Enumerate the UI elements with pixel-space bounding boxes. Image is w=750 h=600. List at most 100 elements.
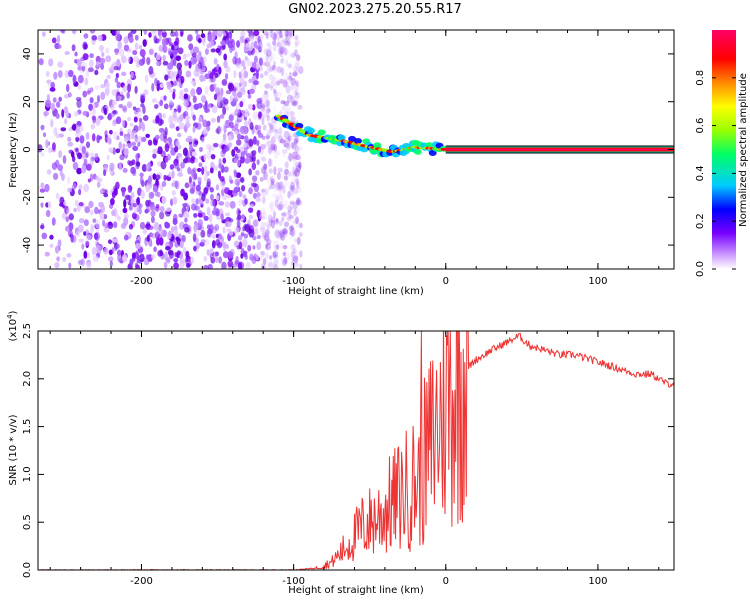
noise-blob <box>217 126 223 133</box>
noise-blob <box>264 68 269 75</box>
noise-blob <box>253 40 258 49</box>
noise-blob <box>275 217 279 223</box>
noise-blob <box>269 66 274 72</box>
noise-blob <box>283 249 287 258</box>
noise-blob <box>268 219 273 227</box>
noise-blob <box>272 40 277 46</box>
noise-blob <box>106 134 112 144</box>
noise-blob <box>188 60 192 69</box>
noise-blob <box>44 183 50 193</box>
noise-blob <box>273 128 277 138</box>
noise-blob <box>187 150 192 159</box>
noise-blob <box>162 54 166 62</box>
noise-blob <box>177 172 184 177</box>
noise-blob <box>284 161 289 169</box>
noise-blob <box>222 226 226 234</box>
noise-blob <box>222 122 227 128</box>
noise-blob <box>283 229 287 235</box>
noise-blob <box>272 210 277 219</box>
noise-blob <box>78 188 82 196</box>
noise-blob <box>255 71 259 80</box>
noise-blob <box>210 199 216 207</box>
noise-blob <box>231 148 236 157</box>
noise-blob <box>291 151 298 160</box>
noise-blob <box>77 74 84 84</box>
noise-blob <box>267 144 274 153</box>
noise-blob <box>261 231 267 238</box>
noise-blob <box>273 104 277 113</box>
noise-blob <box>148 191 155 200</box>
noise-blob <box>118 103 124 109</box>
noise-blob <box>268 201 274 209</box>
noise-blob <box>155 236 161 246</box>
noise-blob <box>242 194 247 200</box>
noise-blob <box>107 112 112 121</box>
noise-blob <box>122 167 128 173</box>
noise-blob <box>269 202 273 210</box>
noise-blob <box>38 58 44 66</box>
noise-blob <box>164 251 168 261</box>
noise-blob <box>74 51 78 57</box>
noise-blob <box>56 101 61 108</box>
noise-blob <box>266 108 271 114</box>
noise-blob <box>289 144 293 150</box>
noise-blob <box>234 109 240 117</box>
noise-blob <box>285 143 291 151</box>
signal-blob <box>337 134 346 141</box>
y-tick-label: 0.0 <box>22 562 33 578</box>
noise-blob <box>109 260 113 267</box>
noise-blob <box>171 44 175 51</box>
noise-blob <box>284 59 289 66</box>
noise-blob <box>113 243 120 250</box>
y-tick-label: 0 <box>22 146 33 152</box>
noise-blob <box>292 248 297 255</box>
noise-blob <box>159 119 164 125</box>
noise-blob <box>295 164 302 173</box>
noise-blob <box>256 241 262 251</box>
noise-blob <box>261 117 265 126</box>
tone-band-peak <box>445 148 674 151</box>
noise-blob <box>100 84 106 89</box>
noise-blob <box>293 136 298 143</box>
noise-blob <box>91 34 98 41</box>
noise-blob <box>155 134 160 140</box>
noise-blob <box>170 235 176 243</box>
noise-blob <box>115 30 121 35</box>
noise-blob <box>124 194 131 201</box>
noise-blob <box>223 60 228 69</box>
colorbar-tick-label: 0.4 <box>695 165 706 181</box>
noise-blob <box>123 199 127 209</box>
noise-blob <box>217 45 222 50</box>
noise-blob <box>113 221 118 229</box>
x-tick-label: 100 <box>588 576 607 587</box>
noise-blob <box>135 160 140 170</box>
noise-blob <box>173 258 179 263</box>
noise-blob <box>294 205 300 214</box>
noise-blob <box>188 43 194 51</box>
noise-blob <box>252 219 259 228</box>
noise-blob <box>227 189 234 196</box>
noise-blob <box>284 40 290 46</box>
noise-blob <box>105 55 112 63</box>
noise-blob <box>57 61 64 68</box>
noise-blob <box>295 154 301 161</box>
noise-blob <box>229 121 234 129</box>
noise-blob <box>297 104 303 110</box>
x-tick-label: 100 <box>588 276 607 287</box>
noise-blob <box>115 32 121 42</box>
noise-blob <box>272 251 279 258</box>
noise-blob <box>200 62 206 71</box>
noise-blob <box>140 190 145 199</box>
noise-blob <box>295 100 299 106</box>
signal-blob <box>413 148 422 155</box>
noise-blob <box>265 47 271 55</box>
noise-blob <box>282 130 288 139</box>
noise-blob <box>295 80 299 87</box>
noise-blob <box>208 214 213 223</box>
noise-blob <box>159 206 165 212</box>
noise-blob <box>273 128 278 133</box>
noise-blob <box>227 82 233 90</box>
noise-blob <box>122 207 128 214</box>
noise-blob <box>150 210 156 217</box>
noise-blob <box>83 219 89 227</box>
